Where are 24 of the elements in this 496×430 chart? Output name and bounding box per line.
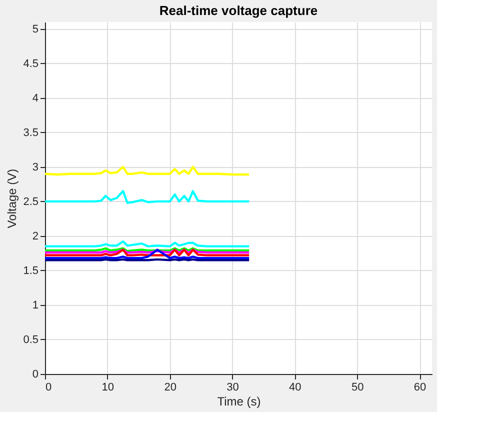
chart-title: Real-time voltage capture	[159, 3, 318, 18]
y-tick-label: 2.5	[23, 196, 38, 208]
line-series	[44, 166, 250, 176]
y-axis-title: Voltage (V)	[5, 168, 20, 228]
y-tick-label: 3	[32, 161, 38, 174]
y-tick-label: 1	[32, 299, 38, 312]
y-tick-label: 4	[32, 92, 38, 104]
x-tick-label: 10	[102, 382, 114, 394]
y-tick-label: 2	[32, 230, 38, 242]
x-tick-label: 20	[164, 382, 176, 394]
y-tick-label: 1.5	[23, 264, 38, 277]
y-tick-label: 5	[32, 23, 38, 36]
y-tick-label: 0.5	[23, 334, 38, 346]
x-axis-title: Time (s)	[217, 394, 261, 408]
line-series	[44, 248, 250, 260]
x-tick-label: 60	[414, 382, 426, 394]
y-tick-label: 4.5	[23, 58, 38, 70]
y-tick-label: 0	[32, 368, 38, 380]
x-tick-label: 0	[46, 382, 52, 394]
x-tick-label: 50	[351, 382, 364, 394]
x-tick-label: 30	[226, 382, 239, 394]
y-tick-label: 3.5	[23, 126, 38, 139]
x-tick-label: 40	[289, 382, 302, 394]
line-series	[44, 190, 250, 204]
